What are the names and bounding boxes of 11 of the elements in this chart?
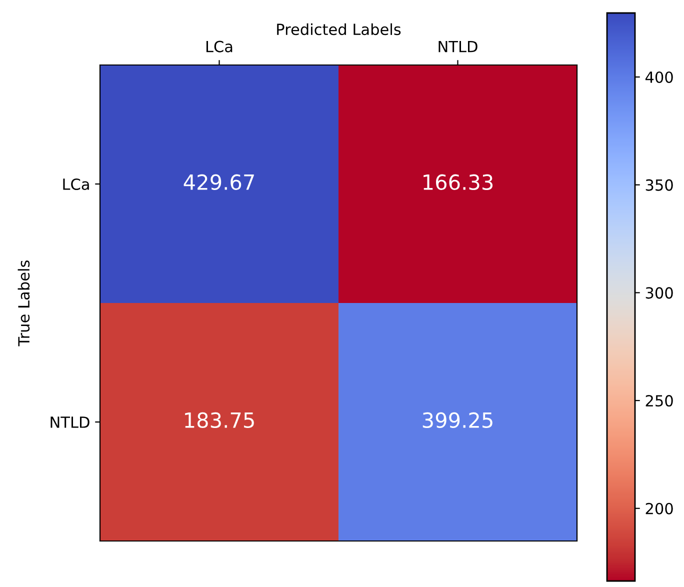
y-axis-title: True Labels (18, 260, 30, 346)
data-label: 429.67 (184, 174, 254, 190)
data-label: 399.25 (422, 412, 492, 428)
color-bar-label: 400 (645, 71, 673, 84)
x-axis-title: Predicted Labels (277, 23, 401, 36)
color-bar-label: 350 (646, 179, 673, 191)
color-bar-label: 300 (646, 287, 673, 299)
color-bar-label: 200 (646, 502, 673, 514)
data-label: 166.33 (424, 174, 493, 190)
color-bar-label: 250 (646, 394, 673, 407)
data-label: 183.75 (185, 412, 254, 428)
